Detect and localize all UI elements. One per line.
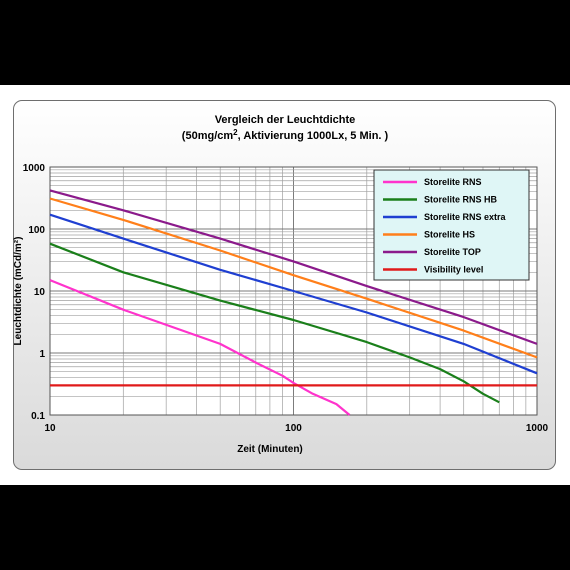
series-line-2 [49,242,500,404]
y-tick-label: 1000 [23,163,46,174]
x-tick-label: 10 [44,423,56,434]
legend-label-5: Storelite TOP [424,247,481,257]
chart-subtitle: (50mg/cm2, Aktivierung 1000Lx, 5 Min. ) [182,128,389,143]
x-tick-label: 100 [285,423,302,434]
y-tick-label: 10 [34,287,46,298]
legend-label-6: Visibility level [424,265,483,275]
series-line-3 [49,213,538,375]
plot-border [49,166,538,416]
y-tick-label: 100 [28,225,45,236]
x-tick-label: 1000 [526,423,549,434]
chart-title: Vergleich der Leuchtdichte [215,114,356,126]
legend-label-2: Storelite RNS HB [424,195,498,205]
legend-label-3: Storelite RNS extra [424,212,507,222]
y-tick-label: 1 [39,349,45,360]
series-line-5 [49,189,538,345]
legend-label-4: Storelite HS [424,230,475,240]
x-axis-title: Zeit (Minuten) [237,444,303,455]
y-tick-label: 0.1 [31,411,45,422]
series-line-4 [49,197,538,359]
y-axis-title: Leuchtdichte (mCd/m²) [13,237,24,346]
series-line-1 [49,279,351,416]
legend-label-1: Storelite RNS [424,177,482,187]
legend-box [373,169,530,281]
